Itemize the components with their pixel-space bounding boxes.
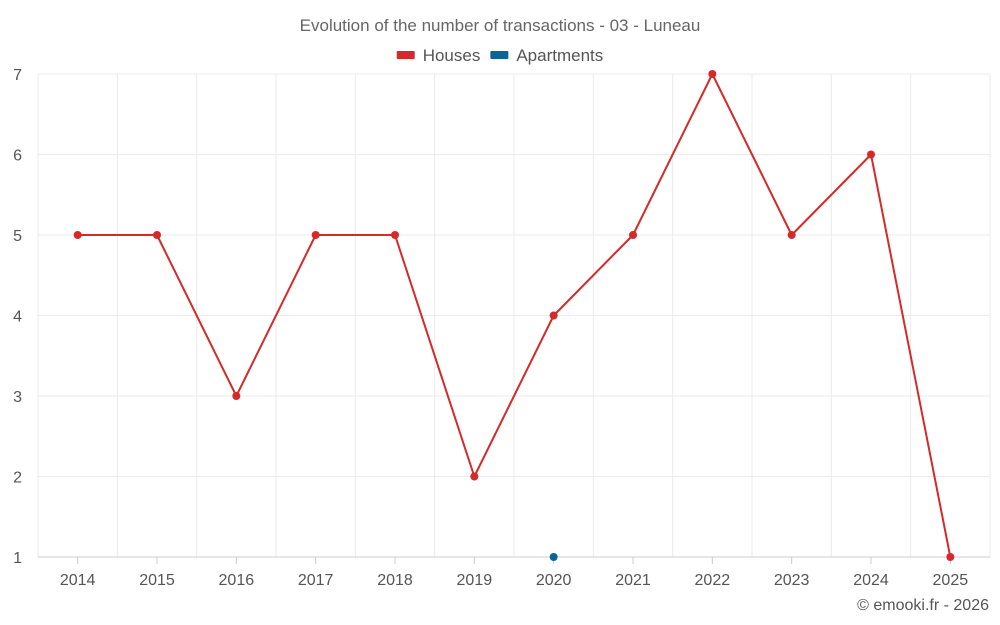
- legend-label: Apartments: [516, 46, 603, 65]
- data-point-houses[interactable]: [470, 472, 479, 481]
- data-point-houses[interactable]: [73, 231, 82, 239]
- x-tick-label: 2018: [377, 572, 413, 589]
- data-point-apartments[interactable]: [549, 553, 558, 561]
- credit-label: © emooki.fr - 2026: [857, 597, 989, 614]
- legend-swatch: [396, 51, 415, 59]
- x-tick-label: 2025: [933, 572, 969, 589]
- grid: [37, 73, 991, 557]
- data-point-houses[interactable]: [629, 231, 637, 239]
- legend-label: Houses: [423, 46, 481, 65]
- y-tick-label: 7: [13, 67, 22, 84]
- data-point-houses[interactable]: [946, 553, 955, 561]
- data-point-houses[interactable]: [311, 231, 320, 239]
- x-tick-label: 2024: [853, 572, 889, 589]
- data-point-houses[interactable]: [867, 150, 875, 159]
- y-tick-label: 4: [13, 309, 22, 326]
- y-tick-label: 3: [13, 389, 22, 406]
- series-houses: [73, 70, 955, 561]
- x-tick-label: 2021: [615, 572, 651, 589]
- data-point-houses[interactable]: [391, 231, 399, 239]
- chart-title: Evolution of the number of transactions …: [300, 16, 701, 35]
- data-point-houses[interactable]: [232, 392, 241, 400]
- data-point-houses[interactable]: [787, 231, 796, 239]
- series: [73, 70, 955, 561]
- axes: 1 2 3 4 5 6 7 2014 2015 2016 2017 2018 2019 2020 2021 2…: [13, 67, 990, 589]
- x-tick-label: 2020: [536, 572, 572, 589]
- legend[interactable]: Houses Apartments: [396, 46, 604, 65]
- x-tick-label: 2014: [60, 572, 96, 589]
- x-tick-label: 2022: [695, 572, 731, 589]
- legend-swatch: [490, 51, 509, 59]
- x-tick-label: 2016: [219, 572, 255, 589]
- data-point-houses[interactable]: [549, 311, 558, 320]
- x-tick-label: 2023: [774, 572, 810, 589]
- y-tick-label: 1: [13, 550, 22, 567]
- x-tick-label: 2017: [298, 572, 334, 589]
- series-line-houses: [77, 73, 952, 558]
- y-tick-label: 5: [13, 228, 22, 245]
- legend-item-apartments[interactable]: Apartments: [490, 46, 603, 65]
- series-apartments: [549, 553, 558, 561]
- y-tick-label: 6: [13, 148, 22, 165]
- x-tick-label: 2015: [139, 572, 175, 589]
- y-tick-label: 2: [13, 470, 22, 487]
- data-point-houses[interactable]: [708, 70, 717, 78]
- legend-item-houses[interactable]: Houses: [396, 46, 481, 65]
- x-tick-label: 2019: [457, 572, 493, 589]
- data-point-houses[interactable]: [153, 231, 161, 239]
